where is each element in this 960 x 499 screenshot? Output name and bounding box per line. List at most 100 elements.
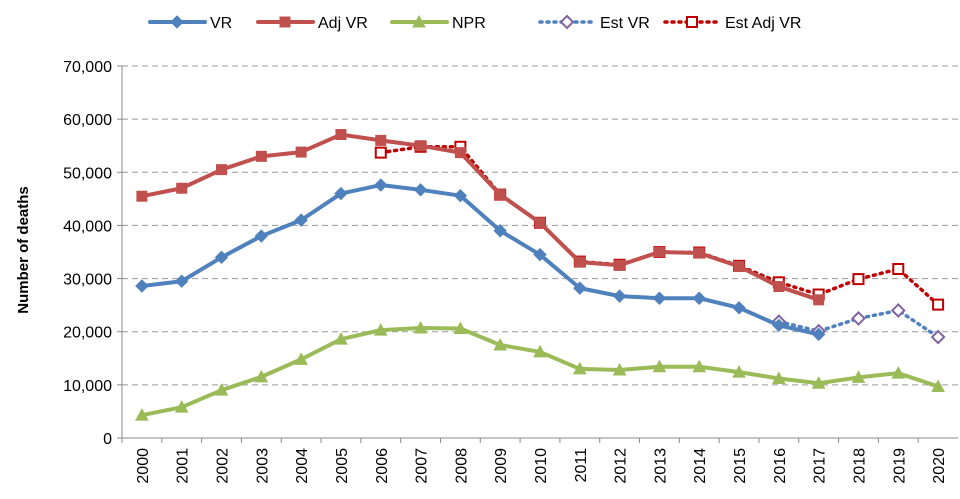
x-tick-label: 2010 [533, 448, 550, 484]
x-tick-label: 2014 [692, 448, 709, 484]
data-point [415, 140, 427, 152]
data-point [931, 379, 945, 392]
x-tick-label: 2004 [294, 448, 311, 484]
series-line [139, 132, 821, 302]
x-tick-label: 2012 [613, 448, 630, 484]
x-tick-label: 2017 [812, 448, 829, 484]
legend-label: Est Adj VR [725, 15, 801, 32]
data-point [135, 279, 149, 293]
data-point [453, 188, 468, 203]
data-point [813, 294, 825, 306]
data-point [214, 383, 229, 396]
data-point [454, 147, 466, 159]
data-point [295, 146, 307, 158]
data-point [572, 361, 587, 375]
data-point [653, 246, 665, 258]
x-tick-label: 2005 [334, 448, 351, 484]
data-point [334, 186, 348, 201]
data-point [811, 376, 826, 389]
data-point [533, 344, 547, 358]
data-point [652, 359, 667, 373]
data-point [294, 213, 308, 227]
data-point [254, 229, 269, 243]
data-point [255, 150, 267, 162]
data-point [136, 190, 148, 202]
x-tick-label: 2001 [175, 448, 192, 484]
legend-marker [412, 14, 426, 28]
data-point [334, 332, 348, 345]
data-point [772, 318, 786, 333]
x-tick-label: 2007 [414, 448, 431, 484]
data-point [851, 311, 866, 326]
data-point [852, 273, 865, 286]
data-point [851, 370, 866, 383]
data-point [494, 189, 506, 201]
data-point [891, 366, 906, 379]
data-point [175, 274, 189, 288]
legend-marker [170, 15, 184, 29]
legend-label: Adj VR [318, 15, 368, 32]
data-point [612, 362, 627, 376]
data-point [493, 337, 508, 351]
data-point [732, 301, 746, 315]
data-point [890, 303, 906, 318]
legend-label: VR [210, 15, 232, 32]
x-tick-label: 2009 [493, 448, 510, 484]
data-point [773, 281, 785, 293]
x-tick-label: 2000 [135, 448, 152, 484]
data-point [932, 298, 945, 311]
data-point [174, 400, 189, 413]
x-tick-label: 2008 [453, 448, 470, 484]
y-tick-label: 0 [103, 431, 112, 448]
series-line [139, 183, 821, 337]
data-point [574, 256, 586, 268]
data-point [892, 263, 905, 276]
data-point [573, 281, 587, 295]
data-point [176, 182, 188, 194]
y-tick-label: 20,000 [63, 325, 112, 342]
data-point [294, 352, 308, 365]
legend-marker [279, 16, 291, 28]
y-axis-label: Number of deaths [15, 186, 32, 314]
data-point [930, 329, 946, 345]
y-tick-label: 60,000 [63, 112, 112, 129]
data-point [692, 291, 706, 305]
data-point [811, 327, 826, 342]
data-point [692, 359, 707, 373]
data-point [534, 217, 546, 229]
y-tick-label: 40,000 [63, 218, 112, 235]
data-point [533, 247, 547, 262]
data-point [413, 183, 428, 197]
data-point [733, 260, 745, 272]
data-point [453, 321, 468, 335]
data-point [652, 291, 667, 305]
data-point [373, 323, 388, 336]
data-point [732, 365, 746, 378]
x-tick-label: 2015 [732, 448, 749, 484]
y-tick-label: 30,000 [63, 272, 112, 289]
x-tick-label: 2018 [851, 448, 868, 484]
data-point [254, 369, 269, 383]
data-point [135, 408, 149, 421]
x-tick-label: 2016 [772, 448, 789, 484]
y-tick-label: 70,000 [63, 59, 112, 76]
data-point [612, 289, 627, 303]
data-point [374, 178, 388, 192]
data-point [493, 224, 507, 238]
x-tick-label: 2020 [931, 448, 948, 484]
legend-marker [686, 16, 698, 28]
x-tick-label: 2019 [891, 448, 908, 484]
y-tick-label: 10,000 [63, 378, 112, 395]
data-point [216, 164, 228, 176]
data-point [693, 247, 705, 259]
data-point [413, 320, 428, 334]
data-point [374, 146, 387, 159]
data-point [375, 134, 387, 146]
x-tick-label: 2002 [215, 448, 232, 484]
legend-label: Est VR [600, 15, 650, 32]
x-tick-label: 2013 [652, 448, 669, 484]
data-point [614, 259, 626, 271]
legend-label: NPR [452, 15, 486, 32]
x-tick-label: 2011 [573, 448, 590, 483]
